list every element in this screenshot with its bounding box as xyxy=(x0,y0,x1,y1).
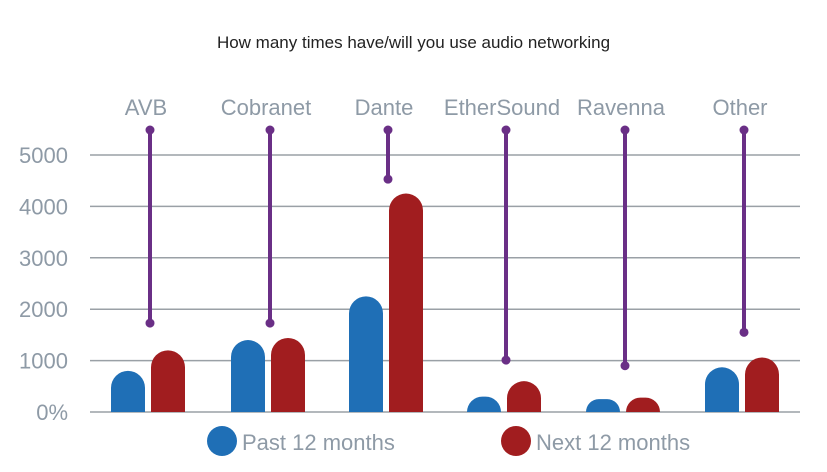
bar xyxy=(586,399,620,412)
y-tick-label: 0% xyxy=(36,400,68,425)
category-label: Dante xyxy=(355,95,414,120)
legend-swatch xyxy=(207,426,237,456)
category-label: Other xyxy=(712,95,767,120)
chart-title: How many times have/will you use audio n… xyxy=(216,33,611,52)
bar xyxy=(626,397,660,412)
range-point xyxy=(145,318,155,328)
range-point xyxy=(501,125,511,135)
bar xyxy=(349,296,383,412)
category-label: AVB xyxy=(125,95,167,120)
range-point xyxy=(265,318,275,328)
category-label: EtherSound xyxy=(444,95,560,120)
bar xyxy=(745,357,779,412)
range-point xyxy=(265,125,275,135)
bar xyxy=(389,193,423,412)
y-tick-label: 2000 xyxy=(19,297,68,322)
y-tick-label: 4000 xyxy=(19,194,68,219)
legend-swatch xyxy=(501,426,531,456)
range-point xyxy=(383,174,393,184)
bar xyxy=(271,337,305,412)
bar xyxy=(507,381,541,412)
range-point xyxy=(620,125,630,135)
legend-label: Past 12 months xyxy=(242,430,395,455)
y-tick-label: 5000 xyxy=(19,143,68,168)
range-point xyxy=(145,125,155,135)
legend-label: Next 12 months xyxy=(536,430,690,455)
bar xyxy=(467,396,501,412)
bar xyxy=(231,340,265,412)
range-point xyxy=(383,125,393,135)
category-label: Ravenna xyxy=(577,95,666,120)
range-point xyxy=(501,355,511,365)
category-label: Cobranet xyxy=(221,95,312,120)
range-point xyxy=(620,361,630,371)
range-point xyxy=(739,125,749,135)
range-point xyxy=(739,327,749,337)
bar xyxy=(705,367,739,412)
bar xyxy=(151,350,185,412)
y-tick-label: 3000 xyxy=(19,246,68,271)
bar xyxy=(111,370,145,412)
y-tick-label: 1000 xyxy=(19,349,68,374)
